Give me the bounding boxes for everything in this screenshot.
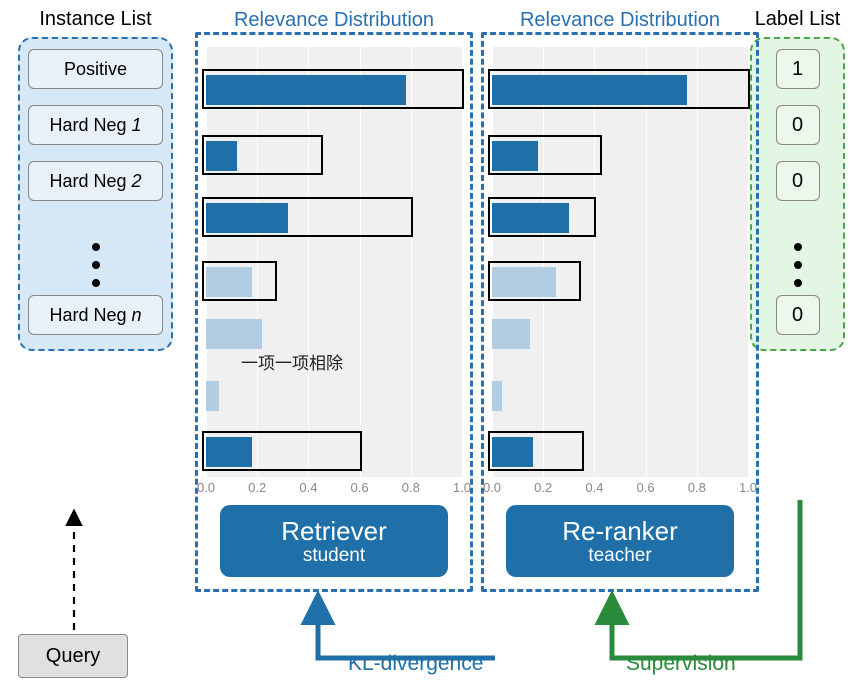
tick-label: 0.8 (402, 480, 420, 495)
instance-item: Hard Neg1 (28, 105, 163, 145)
retriever-label: Retriever (281, 516, 386, 547)
axis-retriever: 0.00.20.40.60.81.0 (206, 480, 462, 500)
ellipsis-dots (794, 235, 802, 295)
tick-label: 0.4 (299, 480, 317, 495)
student-label: student (303, 545, 365, 567)
label-column: Label List 1 0 0 0 (750, 8, 845, 351)
bar-frame (488, 261, 581, 301)
supervision-label: Supervision (626, 652, 736, 676)
tick-label: 0.4 (585, 480, 603, 495)
kl-arrow (318, 597, 495, 658)
tick-label: 0.2 (534, 480, 552, 495)
panel-retriever: Relevance Distribution 一项一项相除 0.00.20.40… (195, 32, 473, 592)
retriever-role-box: Retriever student (220, 505, 448, 577)
bar-frame (202, 135, 323, 175)
tick-label: 0.0 (197, 480, 215, 495)
bar (206, 319, 262, 349)
bar-frame (488, 431, 584, 471)
query-label: Query (46, 645, 100, 668)
label-item: 0 (776, 161, 820, 201)
ellipsis-dots (28, 235, 163, 295)
kl-divergence-label: KL-divergence (348, 652, 483, 676)
instance-item: Hard Negn (28, 295, 163, 335)
tick-label: 0.0 (483, 480, 501, 495)
instance-item: Positive (28, 49, 163, 89)
panel-left-title: Relevance Distribution (198, 9, 470, 32)
reranker-role-box: Re-ranker teacher (506, 505, 734, 577)
tick-label: 0.8 (688, 480, 706, 495)
panel-right-title: Relevance Distribution (484, 9, 756, 32)
bar-frame (202, 261, 277, 301)
instance-item: Hard Neg2 (28, 161, 163, 201)
bar-frame (488, 197, 596, 237)
axis-reranker: 0.00.20.40.60.81.0 (492, 480, 748, 500)
bar-frame (488, 135, 602, 175)
teacher-label: teacher (588, 545, 651, 567)
tick-label: 0.2 (248, 480, 266, 495)
chart-reranker (492, 47, 748, 477)
instance-title: Instance List (18, 8, 173, 31)
instance-box: Positive Hard Neg1 Hard Neg2 Hard Negn (18, 37, 173, 351)
panel-reranker: Relevance Distribution 0.00.20.40.60.81.… (481, 32, 759, 592)
query-box: Query (18, 634, 128, 678)
bar-row (492, 315, 748, 353)
tick-label: 1.0 (453, 480, 471, 495)
bar-frame (488, 69, 750, 109)
bar-row (206, 377, 462, 415)
bar-frame (202, 69, 464, 109)
tick-label: 0.6 (351, 480, 369, 495)
label-title: Label List (750, 8, 845, 31)
bar-frame (202, 431, 362, 471)
chart-annotation: 一项一项相除 (241, 349, 343, 374)
bar-row (206, 315, 462, 353)
diagram-root: Instance List Positive Hard Neg1 Hard Neg2… (0, 0, 861, 694)
instance-column: Instance List Positive Hard Neg1 Hard Neg2… (18, 8, 173, 351)
label-item: 1 (776, 49, 820, 89)
reranker-label: Re-ranker (562, 516, 678, 547)
tick-label: 1.0 (739, 480, 757, 495)
bar (492, 319, 530, 349)
chart-retriever: 一项一项相除 (206, 47, 462, 477)
bar (492, 381, 502, 411)
tick-label: 0.6 (637, 480, 655, 495)
label-item: 0 (776, 105, 820, 145)
bar (206, 381, 219, 411)
bar-frame (202, 197, 413, 237)
bar-row (492, 377, 748, 415)
label-item: 0 (776, 295, 820, 335)
label-box: 1 0 0 0 (750, 37, 845, 351)
